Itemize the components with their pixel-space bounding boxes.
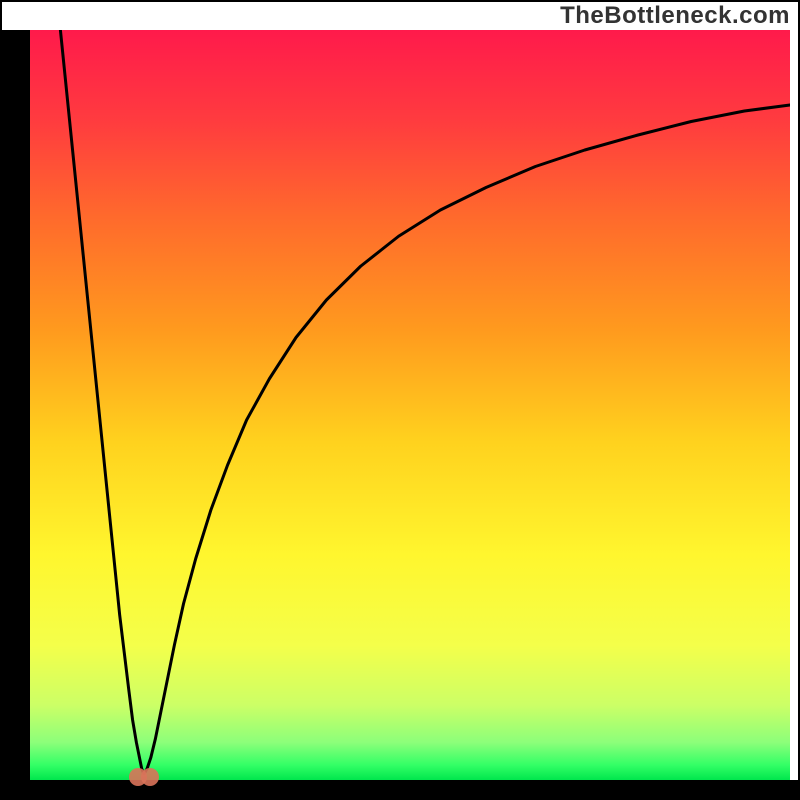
chart-container: TheBottleneck.com (0, 0, 800, 800)
heat-gradient-area (30, 30, 790, 780)
watermark-text: TheBottleneck.com (560, 2, 790, 30)
bottleneck-chart (0, 0, 800, 800)
optimal-point-marker (129, 768, 159, 786)
